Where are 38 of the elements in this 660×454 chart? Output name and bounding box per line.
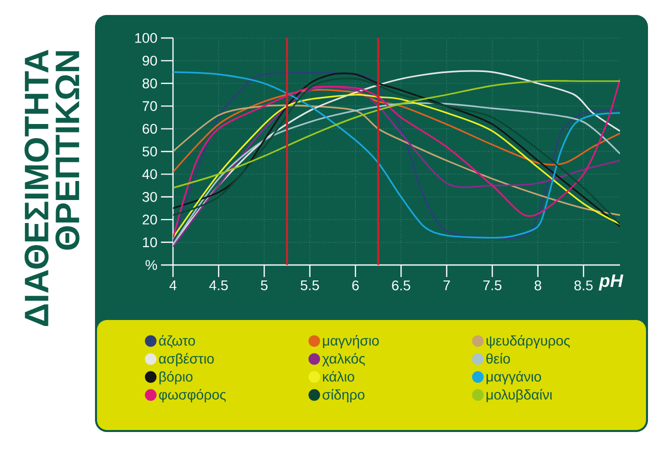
x-tick-label: 7 bbox=[444, 280, 450, 290]
x-tick-label: 5.5 bbox=[300, 280, 319, 290]
y-tick-label: 40 bbox=[142, 169, 157, 180]
legend-label: θείο bbox=[486, 352, 510, 364]
legend-label: κάλιο bbox=[323, 370, 354, 382]
legend-label: σίδηρο bbox=[322, 388, 364, 402]
x-tick-label: 4 bbox=[169, 280, 176, 290]
y-tick-label: 70 bbox=[142, 101, 157, 112]
y-tick-label: 10 bbox=[143, 237, 157, 248]
x-tick-label: 4.5 bbox=[209, 280, 228, 290]
legend-label: ασβέστιο bbox=[159, 352, 214, 366]
x-tick-label: 6.5 bbox=[392, 280, 410, 290]
line-series bbox=[173, 104, 620, 216]
y-tick-label: 50 bbox=[142, 146, 157, 156]
legend-label: άζωτο bbox=[159, 334, 195, 348]
y-tick-label: 80 bbox=[142, 78, 157, 88]
legend-label: ψευδάργυρος bbox=[486, 334, 570, 348]
x-tick-label: 8 bbox=[534, 280, 542, 290]
y-tick-label: 20 bbox=[142, 214, 157, 225]
line-series bbox=[173, 89, 620, 173]
x-tick-label: 8.5 bbox=[574, 280, 593, 290]
line-series bbox=[173, 80, 620, 189]
y-tick-label: 30 bbox=[142, 192, 157, 202]
legend-label: βόριο bbox=[159, 370, 192, 384]
y-tick-label: 90 bbox=[142, 56, 157, 66]
x-tick-label: 5 bbox=[260, 280, 268, 290]
legend-label: μαγνήσιο bbox=[323, 334, 379, 348]
x-tick-label: 7.5 bbox=[483, 280, 502, 290]
y-tick-label: 60 bbox=[142, 124, 157, 134]
y-tick-label: % bbox=[146, 260, 157, 270]
text: ΔΙΑΘΕΣΙΜΟΤΗΤΑ ΘΡΕΠΤΙΚΩΝ bbox=[24, 50, 80, 326]
legend-label: χαλκός bbox=[322, 352, 365, 366]
legend-label: φωσφόρος bbox=[159, 388, 226, 402]
y-tick-label: 100 bbox=[135, 33, 157, 43]
x-axis-title: pH bbox=[598, 274, 624, 291]
legend-label: μαγγάνιο bbox=[486, 370, 542, 384]
legend-label: μολυβδαίνι bbox=[486, 388, 552, 402]
x-tick-label: 6 bbox=[352, 280, 359, 290]
